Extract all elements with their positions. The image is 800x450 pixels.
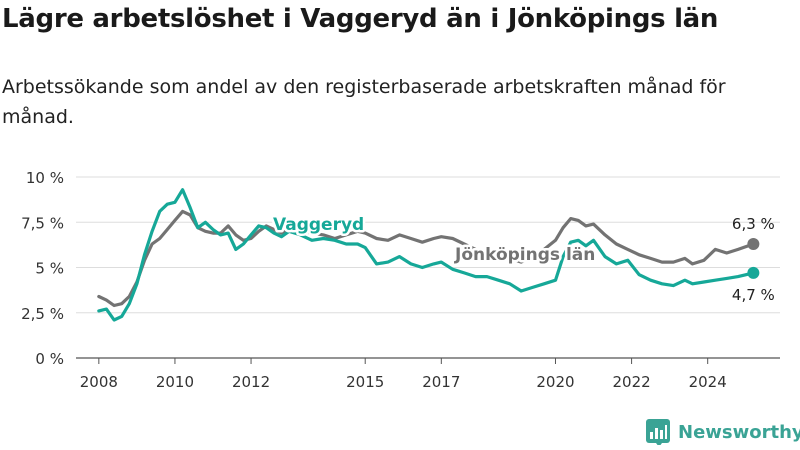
y-tick-label: 5 % bbox=[35, 260, 64, 278]
y-tick-label: 7,5 % bbox=[21, 214, 64, 232]
x-tick-label: 2017 bbox=[422, 373, 460, 391]
series-label-jönköpings-län: Jönköpings län bbox=[454, 245, 595, 265]
end-value-label-jönköpings-län: 6,3 % bbox=[732, 215, 775, 233]
end-marker-vaggeryd bbox=[747, 266, 760, 279]
line-chart: 0 % 2,5 % 5 % 7,5 % 10 % 2008 2010 2012 2015 2017… bbox=[21, 169, 780, 391]
y-tick-label: 2,5 % bbox=[21, 305, 64, 323]
series-line-vaggeryd bbox=[97, 188, 755, 322]
x-tick-label: 2020 bbox=[536, 373, 574, 391]
series-label-halo-vaggeryd: Vaggeryd bbox=[273, 215, 364, 235]
x-tick-label: 2024 bbox=[689, 373, 727, 391]
y-tick-label: 0 % bbox=[35, 350, 64, 368]
chart-subtitle: Arbetssökande som andel av den registerb… bbox=[2, 76, 726, 128]
series-line-jönköpings-län bbox=[97, 209, 755, 308]
bar-chart-logo-icon bbox=[646, 419, 670, 445]
series-label-halo-jönköpings-län: Jönköpings län bbox=[454, 245, 595, 265]
chart-title: Lägre arbetslöshet i Vaggeryd än i Jönkö… bbox=[2, 4, 719, 34]
brand-logo: Newsworthy bbox=[646, 419, 800, 445]
x-tick-label: 2008 bbox=[80, 373, 118, 391]
brand-name: Newsworthy bbox=[678, 421, 800, 443]
x-tick-label: 2012 bbox=[232, 373, 270, 391]
y-tick-label: 10 % bbox=[26, 169, 64, 187]
end-value-label-vaggeryd: 4,7 % bbox=[732, 286, 775, 304]
x-tick-label: 2010 bbox=[156, 373, 194, 391]
x-tick-label: 2022 bbox=[612, 373, 650, 391]
x-tick-label: 2015 bbox=[346, 373, 384, 391]
end-marker-jönköpings-län bbox=[747, 237, 760, 250]
series-label-vaggeryd: Vaggeryd bbox=[273, 215, 364, 235]
